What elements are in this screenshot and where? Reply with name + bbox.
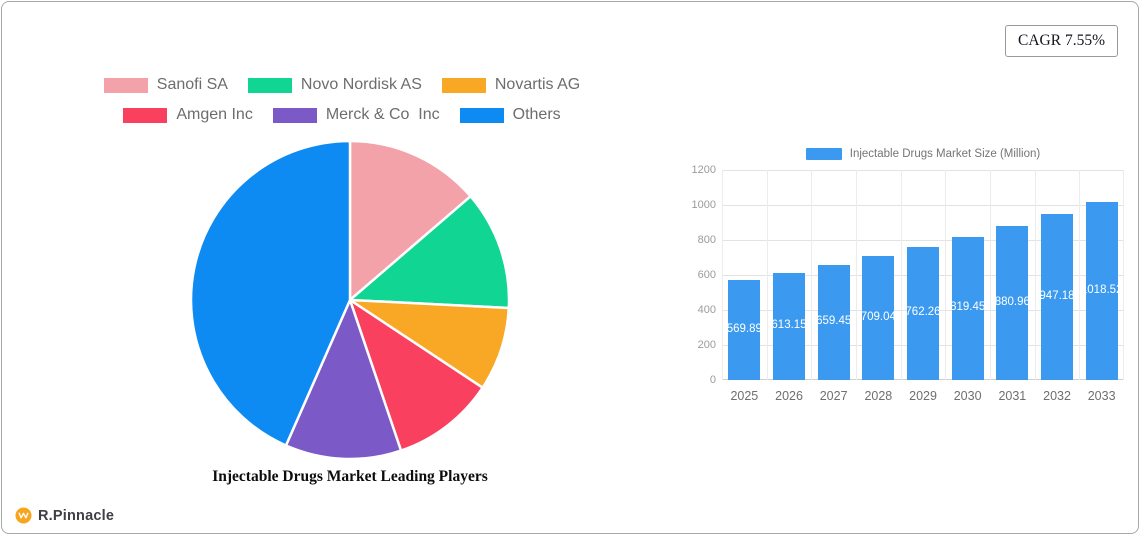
y-axis-tick-label: 200 bbox=[697, 339, 716, 351]
wave-logo-icon bbox=[15, 507, 32, 524]
y-axis-tick-label: 600 bbox=[697, 269, 716, 281]
bar[interactable] bbox=[728, 280, 761, 380]
y-axis-tick-label: 1000 bbox=[691, 199, 716, 211]
bar[interactable] bbox=[862, 255, 895, 380]
gridline bbox=[1079, 170, 1080, 380]
gridline bbox=[990, 170, 991, 380]
pie-legend-item[interactable]: Novo Nordisk AS bbox=[247, 76, 422, 94]
legend-label: Novo Nordisk AS bbox=[300, 76, 422, 93]
pie-legend-row: Amgen Inc Merck & Co Inc Others bbox=[123, 106, 561, 124]
bar-legend-swatch-icon bbox=[805, 148, 842, 160]
pie-legend: Sanofi SA Novo Nordisk AS Novartis AG Amgen… bbox=[72, 76, 612, 124]
x-axis-tick-label: 2027 bbox=[819, 389, 848, 403]
gridline bbox=[722, 205, 1124, 206]
pie-slice[interactable] bbox=[284, 298, 403, 461]
legend-label: Merck & Co Inc bbox=[325, 106, 440, 123]
gridline bbox=[856, 170, 857, 380]
pie-legend-row: Sanofi SA Novo Nordisk AS Novartis AG bbox=[103, 76, 581, 94]
bar-chart: Injectable Drugs Market Size (Million) 5… bbox=[682, 146, 1134, 414]
legend-swatch-icon bbox=[459, 107, 504, 123]
gridline bbox=[945, 170, 946, 380]
x-axis-tick-label: 2028 bbox=[864, 389, 893, 403]
gridline bbox=[901, 170, 902, 380]
legend-swatch-icon bbox=[247, 77, 292, 93]
legend-swatch-icon bbox=[441, 77, 486, 93]
x-axis-tick-label: 2025 bbox=[730, 389, 759, 403]
pie-legend-item[interactable]: Novartis AG bbox=[441, 76, 581, 94]
bar[interactable] bbox=[951, 236, 984, 380]
y-axis-tick-label: 800 bbox=[697, 234, 716, 246]
pie-slice[interactable] bbox=[348, 298, 511, 389]
y-axis-tick-label: 0 bbox=[709, 374, 716, 386]
bar[interactable] bbox=[773, 272, 805, 380]
pie-legend-item[interactable]: Others bbox=[459, 106, 561, 124]
bar[interactable] bbox=[1085, 201, 1118, 380]
pie-chart-title: Injectable Drugs Market Leading Players bbox=[212, 468, 488, 485]
x-axis-tick-label: 2032 bbox=[1043, 389, 1071, 403]
gridline bbox=[722, 240, 1124, 241]
cagr-badge: CAGR 7.55% bbox=[1005, 25, 1118, 57]
legend-label: Amgen Inc bbox=[176, 106, 253, 123]
legend-label: Novartis AG bbox=[494, 76, 581, 93]
bar-plot-area: 569.89 613.15 659.45 709.04 762.26 819.45 880.… bbox=[722, 170, 1124, 380]
bar[interactable] bbox=[1041, 214, 1073, 380]
legend-label: Sanofi SA bbox=[156, 76, 228, 93]
x-axis-tick-label: 2030 bbox=[953, 389, 982, 403]
pie-legend-item[interactable]: Sanofi SA bbox=[103, 76, 228, 94]
gridline bbox=[811, 170, 812, 380]
bar[interactable] bbox=[817, 264, 850, 380]
x-axis-tick-label: 2029 bbox=[909, 389, 937, 403]
x-axis-tick-label: 2031 bbox=[998, 389, 1027, 403]
gridline bbox=[1035, 170, 1036, 380]
gridline bbox=[1123, 170, 1124, 380]
pie-slice[interactable] bbox=[348, 195, 511, 310]
pie-slice[interactable] bbox=[189, 139, 352, 447]
brand-logo: R.Pinnacle bbox=[15, 507, 114, 524]
y-axis-tick-label: 1200 bbox=[691, 164, 716, 176]
legend-label: Others bbox=[512, 106, 561, 123]
pie-slice[interactable] bbox=[348, 298, 484, 452]
pie-legend-item[interactable]: Amgen Inc bbox=[123, 106, 253, 124]
pie-chart[interactable] bbox=[188, 138, 512, 462]
bar-chart-legend[interactable]: Injectable Drugs Market Size (Million) bbox=[722, 148, 1124, 160]
x-axis-tick-label: 2026 bbox=[775, 389, 803, 403]
legend-swatch-icon bbox=[272, 107, 317, 123]
gridline bbox=[722, 170, 1124, 171]
legend-swatch-icon bbox=[103, 77, 148, 93]
y-axis-tick-label: 400 bbox=[697, 304, 716, 316]
bar[interactable] bbox=[996, 225, 1029, 380]
brand-logo-text: R.Pinnacle bbox=[38, 507, 115, 524]
gridline bbox=[767, 170, 768, 380]
x-axis-tick-label: 2033 bbox=[1087, 389, 1116, 403]
bar[interactable] bbox=[907, 246, 939, 380]
legend-swatch-icon bbox=[123, 107, 168, 123]
gridline bbox=[722, 170, 723, 380]
bar-legend-label: Injectable Drugs Market Size (Million) bbox=[849, 148, 1041, 160]
pie-legend-item[interactable]: Merck & Co Inc bbox=[272, 106, 440, 124]
pie-chart-svg[interactable] bbox=[188, 138, 512, 462]
pie-slice[interactable] bbox=[348, 139, 472, 302]
